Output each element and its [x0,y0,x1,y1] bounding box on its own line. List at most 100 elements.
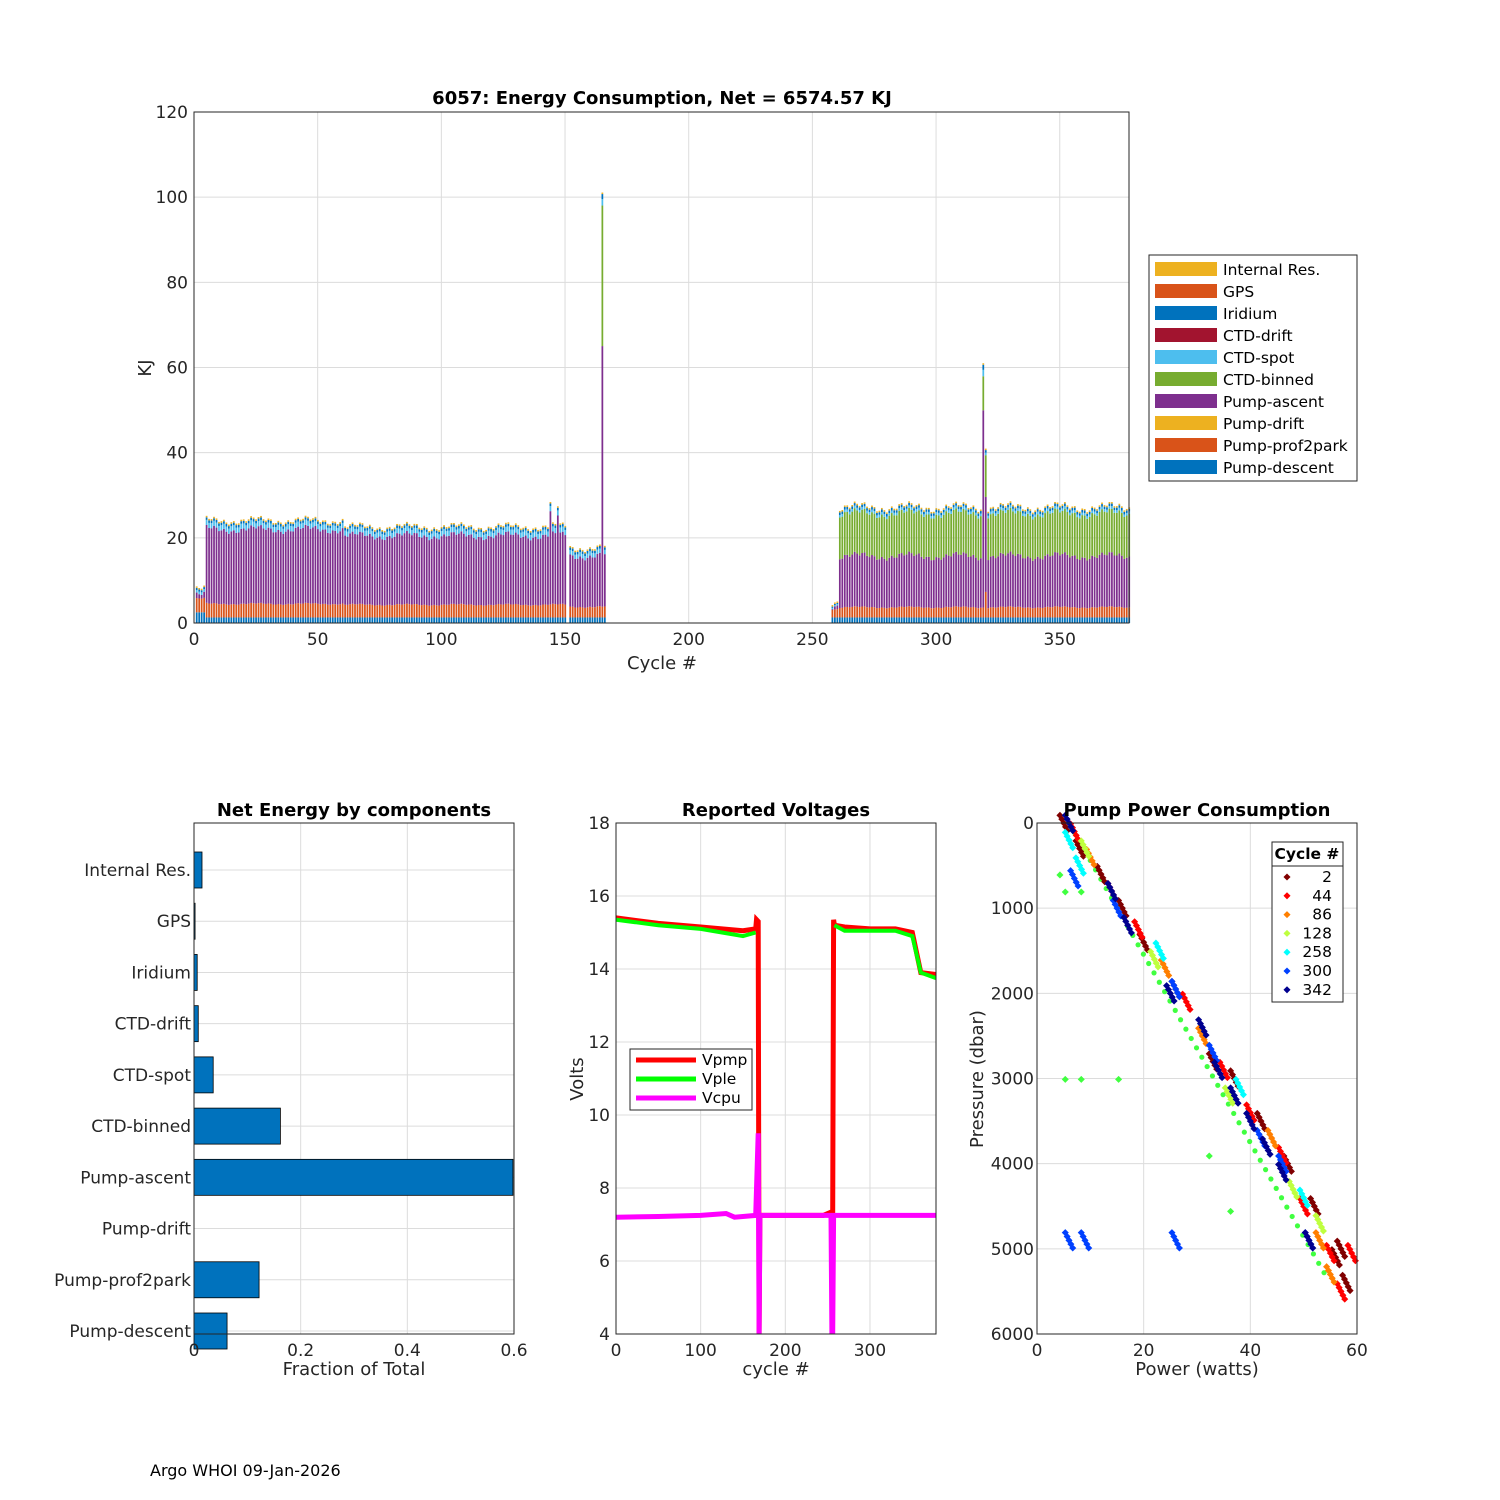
energy-bar [336,524,339,623]
energy-bar-segment [218,525,220,532]
energy-bar-segment [838,559,841,608]
footer-note: Argo WHOI 09-Jan-2026 [150,1461,341,1480]
energy-bar-segment [599,548,601,553]
energy-bar-segment [428,605,431,618]
energy-bar-segment [878,514,881,518]
energy-bar-segment [480,529,483,533]
energy-bar-segment [455,527,458,530]
energy-bar [1056,502,1059,623]
energy-bar-segment [267,603,270,618]
energy-bar-segment [505,526,507,532]
energy-bar-segment [940,511,943,513]
energy-bar-segment [994,515,997,559]
energy-bar-segment [950,507,952,509]
energy-bar [218,521,220,623]
energy-bar-segment [576,558,579,608]
energy-bar-segment [1017,553,1019,607]
energy-bar-segment [284,522,287,524]
energy-bar [895,508,898,623]
components-category-label: Pump-descent [69,1322,191,1342]
energy-bar-segment [287,521,290,525]
energy-bar-segment [1007,504,1009,508]
energy-bar-segment [1036,514,1039,557]
energy-bar-segment [336,604,339,618]
energy-bar-segment [341,520,344,523]
energy-bar-segment [255,523,257,529]
energy-bar-segment [492,533,495,539]
energy-bar-segment [1073,506,1076,508]
energy-bar [1111,502,1113,623]
energy-bar-segment [425,529,428,532]
energy-bar [312,518,314,623]
energy-bar-segment [1115,607,1118,618]
pump-trend-point [1273,1185,1279,1191]
energy-bar [529,531,532,623]
energy-bar [918,503,920,623]
energy-bar-segment [1046,511,1049,555]
energy-bar [396,523,398,623]
energy-bar-segment [287,529,290,604]
energy-bar-segment [579,556,581,607]
energy-bar [851,505,854,623]
energy-bar-segment [1103,617,1106,623]
energy-bar-segment [1113,510,1116,513]
energy-bar-segment [366,530,369,536]
energy-bar-segment [975,515,977,558]
energy-bar-segment [356,525,359,527]
energy-bar-segment [1061,606,1064,618]
energy-bar-segment [589,617,591,623]
energy-bar-segment [368,533,371,605]
energy-bar-segment [490,617,492,623]
energy-bar [495,526,497,623]
energy-bar-segment [1051,507,1054,511]
energy-bar-segment [240,519,243,522]
energy-bar-segment [559,532,562,604]
energy-bar-segment [982,363,985,365]
energy-bar [831,605,834,623]
energy-bar-segment [841,607,844,618]
energy-bar-segment [928,617,930,623]
energy-bar-segment [997,607,999,618]
energy-bar [878,510,881,623]
energy-bar-segment [393,617,396,623]
energy-bar-segment [601,606,604,618]
energy-bar-segment [962,606,965,618]
energy-bar [255,519,257,623]
components-bar [193,1005,199,1043]
energy-legend-swatch [1155,372,1217,386]
energy-bar-segment [1078,617,1081,623]
energy-bar-segment [932,513,935,516]
energy-bar-segment [967,514,970,557]
energy-y-tick: 100 [156,188,188,208]
energy-bar [554,523,557,623]
energy-bar-segment [955,617,957,623]
energy-bar-segment [302,522,304,528]
energy-bar-segment [871,507,873,510]
energy-bar-segment [586,553,589,558]
energy-bar-segment [574,552,577,555]
energy-bar-segment [559,524,562,528]
energy-bar-segment [937,508,940,511]
energy-bar-segment [935,557,938,608]
energy-bar-segment [913,508,915,511]
energy-bar-segment [364,617,366,623]
energy-bar-segment [245,530,248,605]
energy-bar-segment [984,496,987,592]
energy-bar-segment [262,519,265,521]
energy-bar-segment [361,532,364,604]
energy-bar-segment [915,554,918,607]
energy-bar [371,527,374,623]
energy-bar [324,520,327,623]
energy-bar-segment [383,532,386,535]
energy-bar-segment [962,503,965,507]
energy-bar-segment [1002,505,1004,509]
energy-bar-segment [532,530,534,533]
energy-bar [970,507,972,623]
energy-bar-segment [1017,510,1019,554]
energy-bar-segment [1041,617,1044,623]
energy-bar-segment [856,505,859,508]
energy-y-tick: 40 [166,444,188,464]
energy-bar-segment [856,553,859,607]
energy-bar-segment [485,533,487,540]
